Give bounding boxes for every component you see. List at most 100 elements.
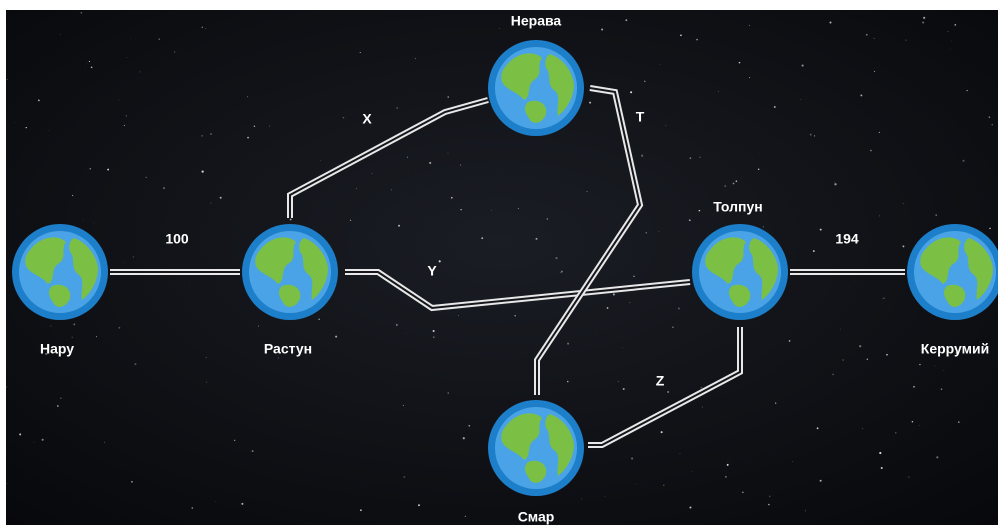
star: [630, 91, 632, 93]
star: [536, 238, 538, 240]
star: [769, 496, 770, 497]
star: [724, 185, 726, 187]
star: [159, 39, 160, 40]
star: [749, 77, 750, 78]
star: [350, 220, 351, 221]
star: [547, 218, 548, 219]
star: [439, 260, 441, 262]
star: [60, 398, 61, 399]
star: [42, 439, 44, 441]
star: [912, 421, 914, 423]
star: [813, 250, 815, 252]
star: [948, 31, 949, 32]
star: [131, 481, 133, 483]
star: [403, 476, 405, 478]
star: [874, 71, 875, 72]
planet-label: Нару: [40, 341, 74, 357]
star: [646, 232, 647, 233]
star: [465, 516, 466, 517]
star: [403, 405, 404, 406]
star: [586, 191, 587, 192]
star: [396, 324, 398, 326]
star: [605, 496, 606, 497]
planet: [692, 224, 788, 320]
star: [460, 209, 461, 210]
star: [689, 507, 691, 509]
star: [919, 425, 920, 426]
star: [860, 94, 862, 96]
star: [215, 501, 216, 502]
star: [913, 386, 915, 388]
star: [202, 171, 204, 173]
star: [696, 39, 698, 41]
star: [429, 162, 431, 164]
star: [254, 125, 256, 127]
star: [415, 58, 416, 59]
star: [989, 116, 991, 118]
star: [57, 405, 59, 407]
star: [859, 345, 861, 347]
star: [567, 343, 569, 345]
star: [633, 276, 634, 277]
star: [867, 359, 868, 360]
star: [418, 504, 420, 506]
star: [518, 208, 519, 209]
star: [491, 210, 492, 211]
star: [174, 52, 175, 53]
star: [736, 180, 738, 182]
star: [699, 210, 701, 212]
star: [146, 177, 147, 178]
star: [134, 363, 136, 365]
star: [463, 437, 465, 439]
star: [665, 125, 666, 126]
star: [919, 364, 921, 366]
star: [38, 100, 40, 102]
star: [118, 327, 120, 329]
star: [118, 99, 119, 100]
star: [107, 169, 109, 171]
star: [447, 96, 449, 98]
star: [613, 293, 615, 295]
star: [589, 102, 591, 104]
star: [659, 231, 660, 232]
star: [607, 307, 609, 309]
star: [234, 440, 235, 441]
star: [922, 22, 924, 24]
star: [832, 374, 834, 376]
star: [468, 425, 470, 427]
star: [623, 388, 625, 390]
star: [6, 386, 7, 387]
star: [91, 66, 93, 68]
star: [749, 25, 750, 26]
star: [458, 315, 459, 316]
planet: [12, 224, 108, 320]
road-label: Y: [427, 263, 437, 279]
star: [954, 24, 956, 26]
star: [140, 71, 141, 72]
star: [7, 79, 8, 80]
star: [810, 134, 812, 136]
planet: [242, 224, 338, 320]
star: [81, 12, 83, 14]
planet: [488, 400, 584, 496]
star: [692, 471, 693, 472]
star: [625, 19, 627, 21]
star: [555, 257, 557, 259]
star: [725, 476, 727, 478]
star: [48, 130, 49, 131]
road-label: Z: [656, 373, 665, 389]
star: [133, 256, 134, 257]
star: [680, 453, 681, 454]
star: [396, 107, 397, 108]
star: [874, 38, 875, 39]
star: [206, 28, 207, 29]
star: [356, 188, 357, 189]
star: [447, 392, 449, 394]
star: [905, 40, 906, 41]
star: [758, 168, 760, 170]
star: [211, 203, 212, 204]
star: [680, 34, 682, 36]
star: [842, 359, 843, 360]
star: [884, 298, 885, 299]
star: [247, 96, 248, 97]
